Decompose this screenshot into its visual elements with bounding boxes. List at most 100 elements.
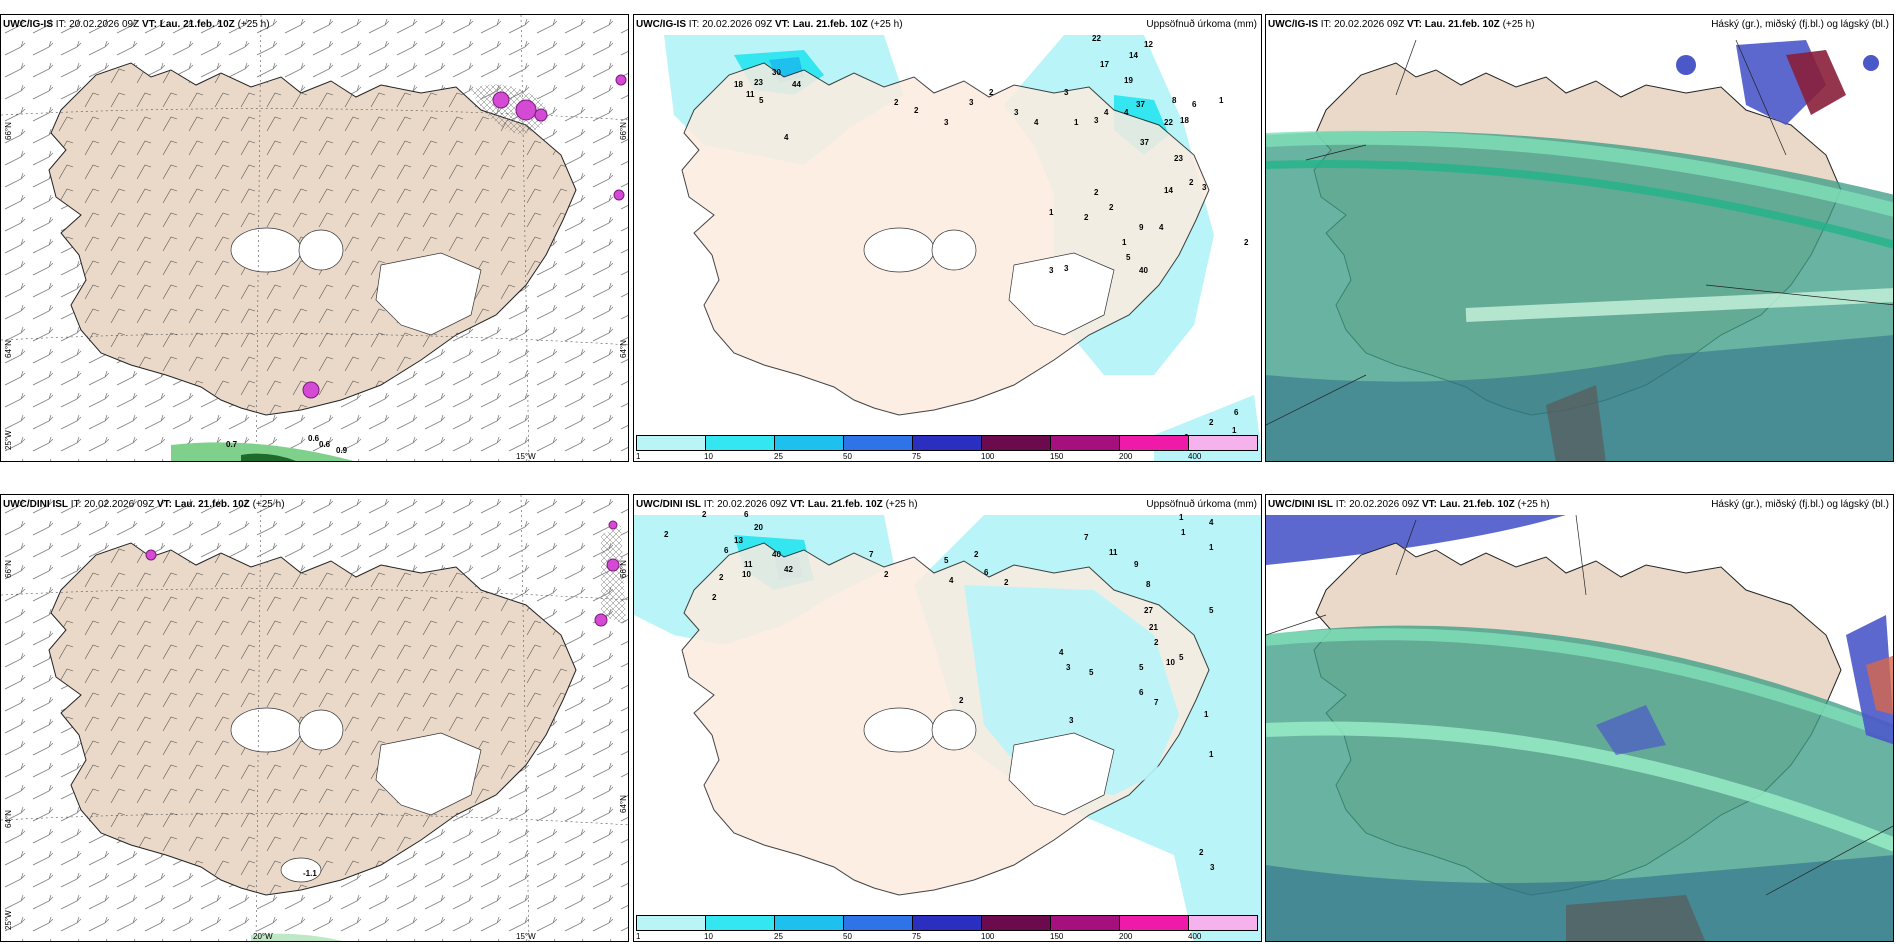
legend-tick: 1 [636, 932, 641, 941]
lat-label: 64°N [4, 810, 13, 828]
lat-label: 66°N [619, 122, 628, 140]
legend-tick: 25 [774, 452, 783, 461]
svg-text:3: 3 [1064, 88, 1069, 97]
svg-text:14: 14 [1129, 51, 1138, 60]
svg-text:3: 3 [969, 98, 974, 107]
svg-text:5: 5 [759, 96, 764, 105]
legend-tick: 100 [981, 452, 995, 461]
panel-top-wind[interactable]: UWC/IG-IS IT: 20.02.2026 09Z VT: Lau. 21… [0, 14, 629, 462]
legend-tick: 50 [843, 452, 852, 461]
lon-label: 15°W [516, 932, 536, 941]
cloud-title: Háský (gr.), miðský (fj.bl.) og lágský (… [1711, 499, 1889, 510]
precip-map: 2 6 2 20 13 40 42 11 10 6 2 2 7 2 5 4 2 … [634, 510, 1261, 941]
svg-text:2: 2 [894, 98, 899, 107]
panel-bottom-clouds[interactable]: UWC/DINI ISL IT: 20.02.2026 09Z VT: Lau.… [1265, 494, 1894, 942]
svg-text:9: 9 [1134, 560, 1139, 569]
svg-text:2: 2 [959, 696, 964, 705]
lon-label: 25°W [4, 430, 13, 450]
cloud-title: Háský (gr.), miðský (fj.bl.) og lágský (… [1711, 19, 1889, 30]
svg-text:6: 6 [1139, 688, 1144, 697]
svg-text:6: 6 [1234, 408, 1239, 417]
wind-label: 0.9 [336, 446, 348, 455]
svg-text:1: 1 [1181, 528, 1186, 537]
svg-text:4: 4 [1059, 648, 1064, 657]
lon-label: 20°W [253, 932, 273, 941]
svg-text:2: 2 [1094, 188, 1099, 197]
panel-top-clouds[interactable]: UWC/IG-IS IT: 20.02.2026 09Z VT: Lau. 21… [1265, 14, 1894, 462]
legend-swatch [1189, 436, 1257, 450]
svg-text:23: 23 [1174, 154, 1183, 163]
wind-label: 0.7 [226, 440, 238, 449]
svg-text:3: 3 [1066, 663, 1071, 672]
svg-text:2: 2 [1154, 638, 1159, 647]
svg-text:11: 11 [746, 90, 755, 99]
svg-text:2: 2 [664, 530, 669, 539]
legend-tick: 200 [1119, 452, 1133, 461]
legend-tick: 400 [1188, 452, 1202, 461]
panel-top-precip[interactable]: UWC/IG-IS IT: 20.02.2026 09Z VT: Lau. 21… [633, 14, 1262, 462]
svg-text:7: 7 [869, 550, 874, 559]
lat-label: 64°N [4, 340, 13, 358]
legend-swatch [1051, 916, 1120, 930]
legend-swatch [844, 916, 913, 930]
legend-tick: 50 [843, 932, 852, 941]
legend-tick: 200 [1119, 932, 1133, 941]
wind-label: -1.1 [303, 869, 317, 878]
wind-label: 0.6 [319, 440, 331, 449]
svg-text:7: 7 [1154, 698, 1159, 707]
svg-text:3: 3 [1094, 116, 1099, 125]
svg-text:6: 6 [724, 546, 729, 555]
svg-text:13: 13 [734, 536, 743, 545]
svg-text:8: 8 [1172, 96, 1177, 105]
panel-header: UWC/IG-IS IT: 20.02.2026 09Z VT: Lau. 21… [1268, 19, 1535, 30]
legend-swatch [637, 436, 706, 450]
legend-swatch [706, 436, 775, 450]
svg-text:1: 1 [1122, 238, 1127, 247]
svg-text:2: 2 [1189, 178, 1194, 187]
svg-text:10: 10 [1166, 658, 1175, 667]
precip-title: Uppsöfnuð úrkoma (mm) [1146, 19, 1257, 30]
cloud-map [1266, 15, 1893, 461]
svg-text:27: 27 [1144, 606, 1153, 615]
svg-text:22: 22 [1164, 118, 1173, 127]
svg-text:2: 2 [1199, 848, 1204, 857]
legend-swatch [1051, 436, 1120, 450]
svg-text:3: 3 [1014, 108, 1019, 117]
precip-legend: 1 10 25 50 75 100 150 200 400 [634, 433, 1261, 461]
lon-label: 25°W [4, 910, 13, 930]
legend-tick: 400 [1188, 932, 1202, 941]
svg-text:1: 1 [1074, 118, 1079, 127]
svg-text:5: 5 [1209, 606, 1214, 615]
svg-text:1: 1 [1232, 426, 1237, 435]
svg-text:3: 3 [1064, 264, 1069, 273]
svg-text:44: 44 [792, 80, 801, 89]
svg-text:3: 3 [944, 118, 949, 127]
svg-text:4: 4 [1124, 108, 1129, 117]
panel-bottom-precip[interactable]: UWC/DINI ISL IT: 20.02.2026 09Z VT: Lau.… [633, 494, 1262, 942]
svg-text:2: 2 [1209, 418, 1214, 427]
svg-text:11: 11 [744, 560, 753, 569]
svg-text:1: 1 [1209, 750, 1214, 759]
svg-text:2: 2 [989, 88, 994, 97]
legend-swatch [775, 436, 844, 450]
precip-legend: 1 10 25 50 75 100 150 200 400 [634, 913, 1261, 941]
svg-text:10: 10 [742, 570, 751, 579]
svg-text:5: 5 [1139, 663, 1144, 672]
svg-text:4: 4 [1159, 223, 1164, 232]
svg-text:5: 5 [1179, 653, 1184, 662]
legend-tick: 150 [1050, 452, 1064, 461]
legend-tick: 10 [704, 452, 713, 461]
svg-text:42: 42 [784, 565, 793, 574]
legend-tick: 10 [704, 932, 713, 941]
svg-text:1: 1 [1209, 543, 1214, 552]
legend-swatch [637, 916, 706, 930]
svg-text:40: 40 [1139, 266, 1148, 275]
legend-tick: 25 [774, 932, 783, 941]
svg-text:1: 1 [1204, 710, 1209, 719]
panel-bottom-wind[interactable]: UWC/DINI ISL IT: 20.02.2026 09Z VT: Lau.… [0, 494, 629, 942]
svg-text:2: 2 [1109, 203, 1114, 212]
svg-text:8: 8 [1146, 580, 1151, 589]
svg-text:40: 40 [772, 550, 781, 559]
svg-text:4: 4 [784, 133, 789, 142]
svg-text:30: 30 [772, 68, 781, 77]
